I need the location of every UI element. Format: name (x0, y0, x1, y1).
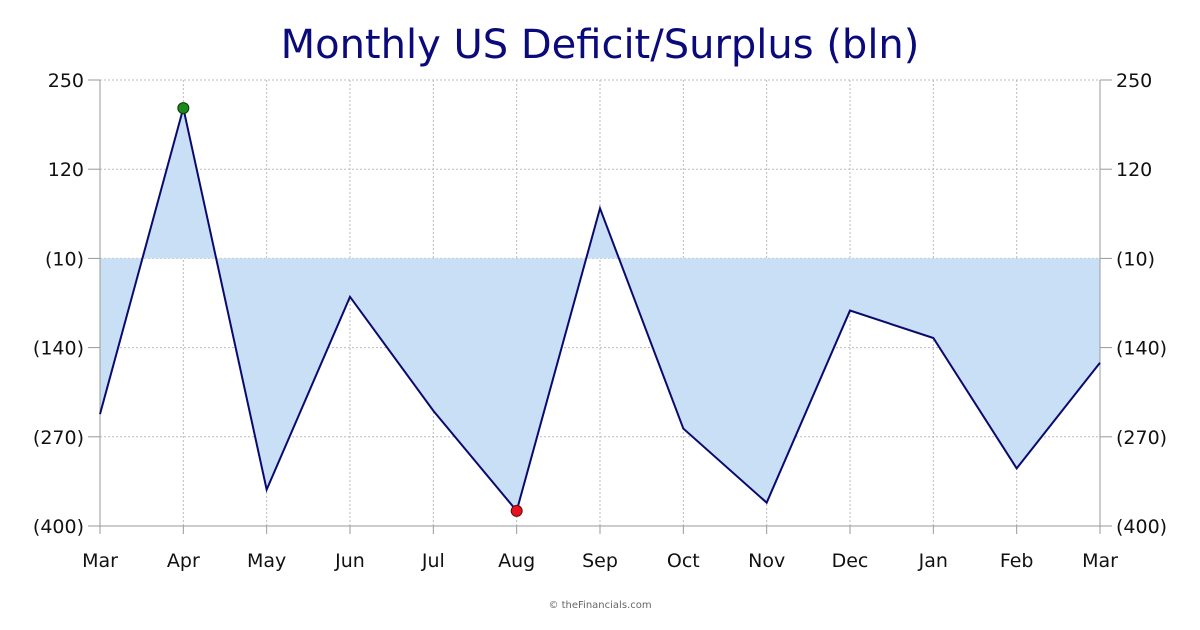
x-tick-label: Jun (334, 550, 365, 572)
y-tick-label-right: (270) (1116, 427, 1167, 449)
y-tick-label-left: (140) (33, 338, 84, 360)
x-tick-label: Jul (421, 550, 445, 572)
y-tick-label-right: 120 (1116, 159, 1152, 181)
markers (177, 102, 523, 517)
min-point-marker (510, 504, 523, 517)
y-tick-label-right: 250 (1116, 70, 1152, 92)
x-tick-label: Feb (1000, 550, 1034, 572)
axes (88, 79, 1112, 534)
max-point-marker (177, 102, 190, 115)
x-tick-label: Apr (167, 550, 200, 572)
x-tick-label: May (247, 550, 286, 572)
y-tick-label-left: (270) (33, 427, 84, 449)
y-tick-label-right: (140) (1116, 338, 1167, 360)
x-tick-label: Sep (582, 550, 618, 572)
x-tick-label: Aug (498, 550, 535, 572)
x-tick-label: Mar (1082, 550, 1118, 572)
tick-labels: 250 250 120 120 (10) (10) (140) (140) (270) (270)… (33, 70, 1167, 572)
y-tick-label-left: 120 (48, 159, 84, 181)
x-tick-label: Nov (748, 550, 785, 572)
x-tick-label: Oct (667, 550, 700, 572)
y-tick-label-left: (10) (45, 248, 84, 270)
y-tick-label-left: 250 (48, 70, 84, 92)
area-fill-layer (100, 108, 1100, 511)
x-tick-label: Mar (82, 550, 118, 572)
area-fill (100, 108, 1100, 511)
x-tick-label: Dec (832, 550, 869, 572)
series-line-layer (99, 107, 1101, 514)
y-tick-label-left: (400) (33, 516, 84, 538)
y-tick-label-right: (400) (1116, 516, 1167, 538)
chart-title: Monthly US Deficit/Surplus (bln) (281, 22, 920, 68)
credit-text: © theFinancials.com (548, 600, 651, 611)
series-line (99, 107, 1101, 514)
y-tick-label-right: (10) (1116, 248, 1155, 270)
x-tick-label: Jan (918, 550, 948, 572)
